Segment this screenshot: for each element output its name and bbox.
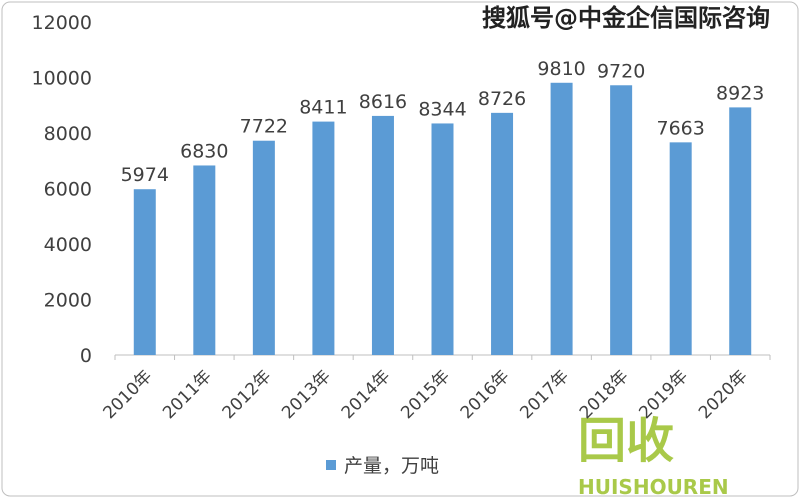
bar	[610, 85, 633, 356]
bar	[550, 82, 573, 356]
bar	[431, 123, 454, 355]
bar	[729, 107, 752, 355]
data-label: 5974	[121, 164, 169, 186]
data-label: 8344	[418, 98, 466, 120]
data-label: 6830	[180, 140, 228, 162]
bar	[252, 140, 275, 355]
logo-subtext: HUISHOUREN	[578, 475, 729, 499]
data-label: 9720	[597, 60, 645, 82]
data-label: 7663	[657, 117, 705, 139]
y-tick-label: 2000	[44, 290, 92, 312]
bar	[371, 115, 394, 355]
data-label: 7722	[240, 116, 288, 138]
y-tick-label: 6000	[44, 179, 92, 201]
bar	[312, 121, 335, 355]
data-label: 8616	[359, 91, 407, 113]
data-label: 8411	[299, 97, 347, 119]
y-tick-label: 4000	[44, 234, 92, 256]
data-label: 9810	[537, 58, 585, 80]
watermark: 搜狐号@中金企信国际咨询	[482, 4, 770, 32]
y-tick-label: 8000	[44, 123, 92, 145]
bar	[491, 112, 514, 355]
legend-swatch	[326, 460, 336, 470]
legend-label: 产量，万吨	[344, 455, 439, 477]
bar	[133, 189, 156, 355]
bar	[193, 165, 216, 355]
y-tick-label: 0	[80, 345, 92, 367]
logo-text: 回收	[578, 413, 674, 469]
y-tick-label: 12000	[32, 12, 92, 34]
bar	[669, 142, 692, 355]
data-label: 8726	[478, 88, 526, 110]
y-tick-label: 10000	[32, 68, 92, 90]
data-label: 8923	[716, 82, 764, 104]
